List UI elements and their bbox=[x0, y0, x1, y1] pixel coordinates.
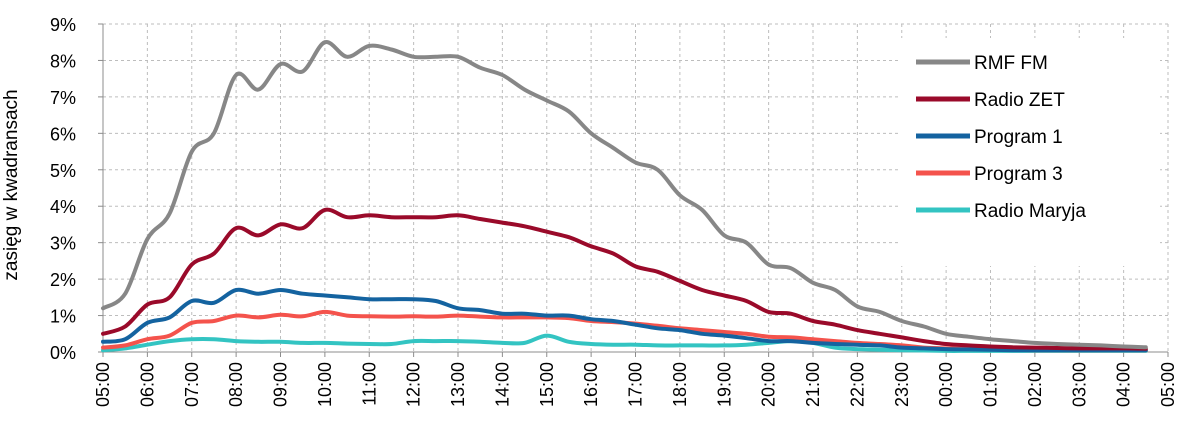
x-tick-label: 23:00 bbox=[892, 362, 912, 407]
legend-background bbox=[898, 38, 1160, 266]
x-tick-label: 02:00 bbox=[1025, 362, 1045, 407]
x-tick-label: 11:00 bbox=[359, 362, 379, 406]
x-tick-label: 06:00 bbox=[137, 362, 157, 407]
x-tick-label: 09:00 bbox=[271, 362, 291, 407]
y-tick-label: 8% bbox=[50, 51, 76, 71]
legend-label: Program 3 bbox=[974, 164, 1063, 185]
series-line-radio-zet bbox=[101, 207, 1148, 351]
y-tick-label: 5% bbox=[50, 161, 76, 181]
y-tick-labels: 0% 1% 2% 3% 4% 5% 6% 7% 8% 9% bbox=[50, 15, 76, 363]
x-tick-label: 08:00 bbox=[226, 362, 246, 407]
legend-label: RMF FM bbox=[974, 53, 1048, 74]
x-tick-label: 17:00 bbox=[626, 362, 646, 407]
x-tick-label: 13:00 bbox=[448, 362, 468, 407]
x-tick-label: 03:00 bbox=[1069, 362, 1089, 407]
x-tick-label: 10:00 bbox=[315, 362, 335, 407]
x-tick-label: 04:00 bbox=[1114, 362, 1134, 407]
x-tick-label: 20:00 bbox=[759, 362, 779, 407]
y-tick-label: 0% bbox=[50, 343, 76, 363]
x-tick-label: 01:00 bbox=[981, 362, 1001, 407]
legend: RMF FM Radio ZET Program 1 Program 3 Radio M… bbox=[898, 38, 1160, 266]
series-lines bbox=[101, 40, 1148, 353]
y-tick-label: 7% bbox=[50, 88, 76, 108]
y-tick-label: 1% bbox=[50, 307, 76, 327]
legend-label: Program 1 bbox=[974, 127, 1063, 148]
x-tick-label: 18:00 bbox=[670, 362, 690, 407]
x-tick-label: 12:00 bbox=[404, 362, 424, 407]
x-tick-label: 05:00 bbox=[93, 362, 113, 407]
y-tick-label: 9% bbox=[50, 15, 76, 35]
y-axis-label: zasięg w kwadransach bbox=[1, 89, 22, 280]
x-tick-label: 19:00 bbox=[714, 362, 734, 407]
y-tick-label: 3% bbox=[50, 234, 76, 254]
y-tick-label: 2% bbox=[50, 270, 76, 290]
x-tick-label: 14:00 bbox=[492, 362, 512, 407]
x-tick-label: 15:00 bbox=[537, 362, 557, 407]
series-line-program-1 bbox=[101, 287, 1148, 353]
legend-label: Radio Maryja bbox=[974, 201, 1086, 222]
x-tick-label: 21:00 bbox=[803, 362, 823, 407]
x-tick-label: 00:00 bbox=[936, 362, 956, 407]
x-tick-label: 16:00 bbox=[581, 362, 601, 407]
y-tick-label: 4% bbox=[50, 197, 76, 217]
x-tick-label: 22:00 bbox=[847, 362, 867, 407]
y-tick-label: 6% bbox=[50, 124, 76, 144]
x-tick-label: 05:00 bbox=[1158, 362, 1178, 407]
series-line-rmf-fm bbox=[101, 40, 1148, 350]
x-tick-labels: 05:00 06:00 07:00 08:00 09:00 10:00 11:00 12:00… bbox=[93, 362, 1178, 407]
x-tick-label: 07:00 bbox=[182, 362, 202, 407]
legend-label: Radio ZET bbox=[974, 90, 1065, 111]
